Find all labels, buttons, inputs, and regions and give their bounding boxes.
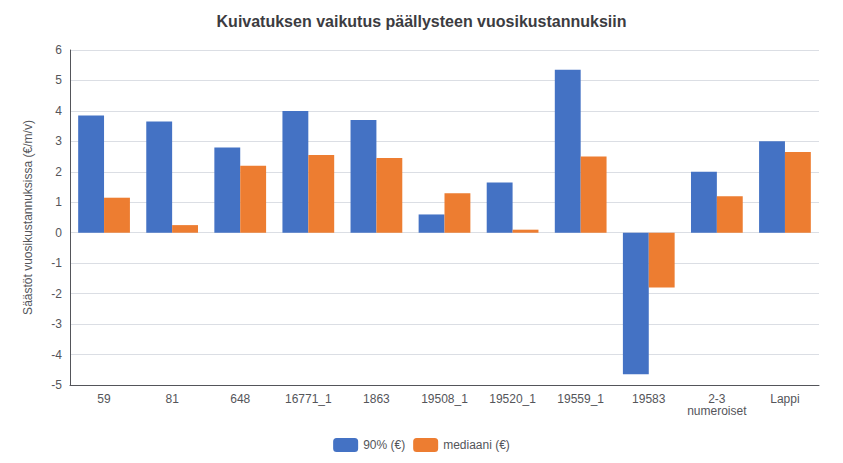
svg-text:59: 59 [97,392,111,406]
svg-text:1: 1 [55,195,62,209]
svg-text:-1: -1 [51,256,62,270]
svg-text:-2: -2 [51,287,62,301]
svg-text:Lappi: Lappi [770,392,799,406]
svg-text:19559_1: 19559_1 [557,392,604,406]
svg-text:2-3: 2-3 [708,392,726,406]
svg-text:-4: -4 [51,348,62,362]
svg-text:19508_1: 19508_1 [421,392,468,406]
svg-text:2: 2 [55,165,62,179]
svg-text:19520_1: 19520_1 [489,392,536,406]
svg-text:1863: 1863 [363,392,390,406]
svg-text:0: 0 [55,226,62,240]
svg-text:6: 6 [55,43,62,57]
svg-text:-5: -5 [51,378,62,392]
svg-text:648: 648 [230,392,250,406]
svg-text:19583: 19583 [632,392,666,406]
svg-text:4: 4 [55,104,62,118]
svg-text:Säästöt vuosikustannuksissa (€: Säästöt vuosikustannuksissa (€/m/v) [21,120,35,315]
svg-text:-3: -3 [51,317,62,331]
svg-text:3: 3 [55,134,62,148]
svg-text:numeroiset: numeroiset [687,404,747,418]
svg-text:90% (€): 90% (€) [363,438,405,452]
svg-text:81: 81 [165,392,179,406]
svg-text:Kuivatuksen vaikutus päällyste: Kuivatuksen vaikutus päällysteen vuosiku… [217,13,627,30]
svg-text:16771_1: 16771_1 [285,392,332,406]
svg-text:mediaani (€): mediaani (€) [443,438,510,452]
svg-text:5: 5 [55,73,62,87]
